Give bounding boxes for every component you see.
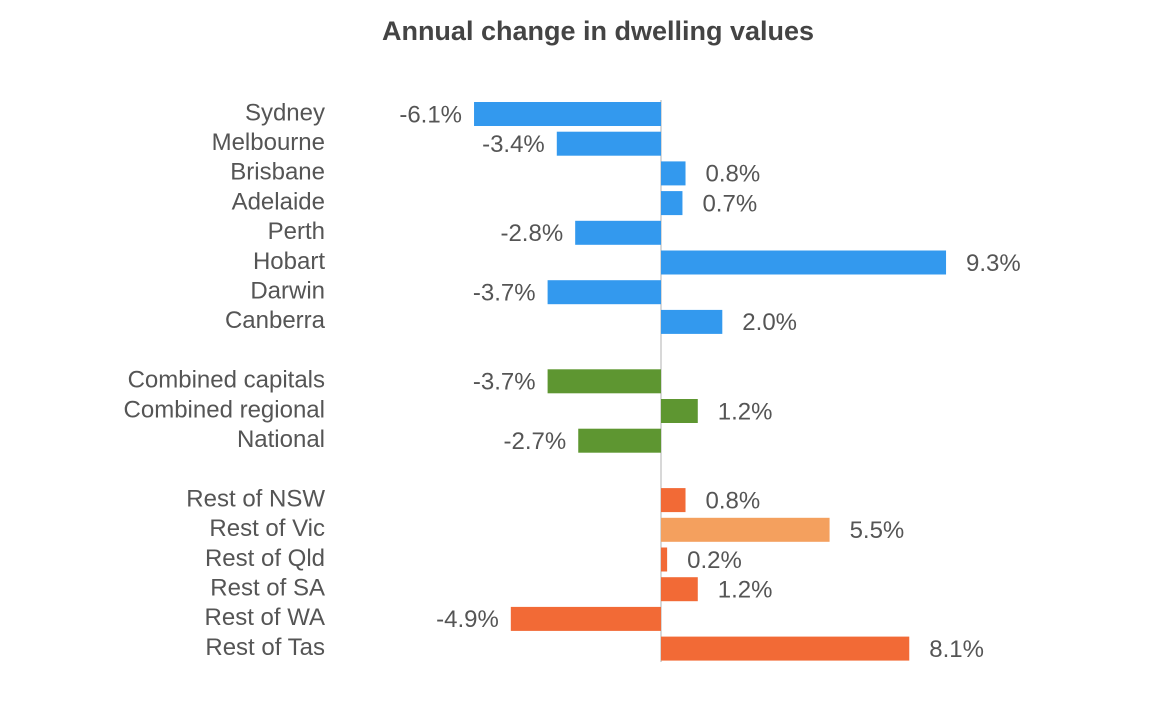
category-label: Perth (268, 218, 325, 245)
bar (661, 309, 723, 334)
value-label: 0.8% (706, 161, 761, 188)
value-label: -4.9% (436, 606, 499, 633)
bar (661, 636, 910, 661)
value-label: -2.8% (500, 220, 563, 247)
category-label: Hobart (253, 248, 325, 275)
bar (510, 606, 661, 631)
value-label: 0.7% (702, 190, 757, 217)
value-label: -3.4% (482, 131, 545, 158)
value-label: 5.5% (850, 517, 905, 544)
bar (556, 131, 661, 156)
bar (474, 102, 661, 126)
category-label: Melbourne (212, 129, 325, 156)
bar (661, 547, 668, 572)
bar (661, 161, 686, 186)
bar (661, 517, 830, 542)
value-label: 8.1% (929, 636, 984, 663)
value-label: 2.0% (742, 309, 797, 336)
value-label: 0.8% (706, 487, 761, 514)
bar (575, 220, 661, 245)
value-label: 0.2% (687, 547, 742, 574)
category-label: National (237, 426, 325, 453)
value-label: -2.7% (504, 428, 567, 455)
category-label: Rest of Qld (205, 545, 325, 572)
bar (661, 399, 698, 423)
category-label: Rest of Tas (205, 634, 325, 661)
category-label: Rest of Vic (209, 515, 325, 542)
value-label: -3.7% (473, 369, 536, 396)
bar (661, 191, 683, 216)
bar (547, 280, 661, 305)
bar (661, 250, 947, 275)
chart-title: Annual change in dwelling values (382, 16, 814, 46)
category-label: Sydney (245, 99, 325, 126)
category-label: Brisbane (230, 159, 325, 186)
value-label: 9.3% (966, 250, 1021, 277)
value-label: -6.1% (399, 101, 462, 128)
bar (578, 428, 661, 453)
category-label: Canberra (225, 307, 326, 334)
category-label: Adelaide (232, 188, 325, 215)
category-label: Rest of SA (210, 575, 325, 602)
bar (661, 488, 686, 513)
value-label: 1.2% (718, 398, 773, 425)
value-label: -3.7% (473, 280, 536, 307)
category-label: Rest of WA (205, 604, 325, 631)
category-label: Rest of NSW (186, 485, 325, 512)
bar (547, 369, 661, 394)
value-label: 1.2% (718, 577, 773, 604)
category-label: Darwin (250, 278, 325, 305)
category-label: Combined capitals (128, 367, 325, 394)
bar (661, 577, 698, 602)
category-label: Combined regional (124, 396, 325, 423)
